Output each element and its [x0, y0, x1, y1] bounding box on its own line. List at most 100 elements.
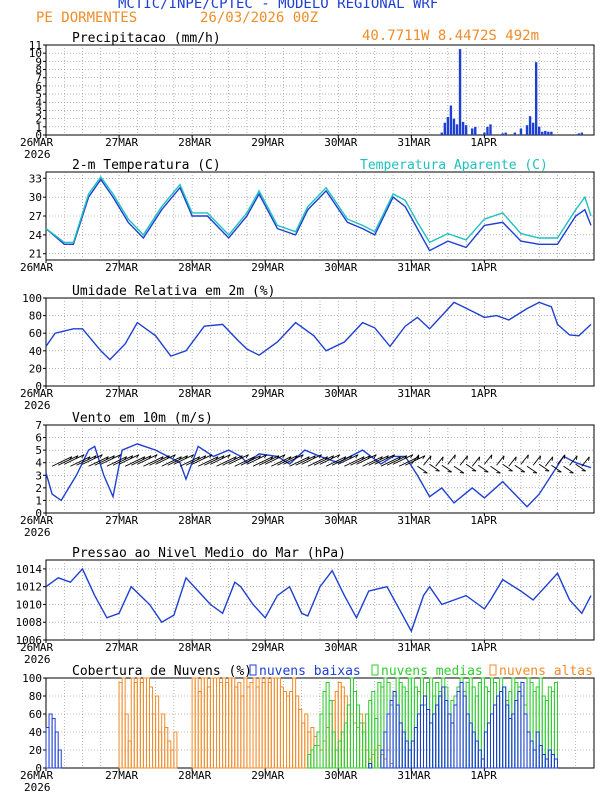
- xtick-label-temp: 29MAR: [251, 261, 284, 274]
- wind-arrow: [471, 456, 481, 467]
- cloud-bar-low: [57, 749, 62, 769]
- ytick-label-pressure: 1010: [16, 598, 43, 611]
- precip-bar: [531, 122, 535, 135]
- wind-arrow: [94, 455, 115, 466]
- ytick-label-rh: 40: [29, 345, 42, 358]
- xtick-label-precip: 27MAR: [105, 136, 138, 149]
- ytick-label-precip: 4: [35, 96, 42, 109]
- wind-arrow: [569, 455, 578, 466]
- wind-arrow: [447, 454, 456, 465]
- ytick-label-wind: 3: [35, 469, 42, 482]
- precip-bar: [525, 125, 529, 135]
- wind-arrow: [265, 454, 286, 465]
- xtick-label-pressure: 27MAR: [105, 641, 138, 654]
- precip-bar: [550, 131, 553, 135]
- ytick-label-clouds: 60: [29, 708, 42, 721]
- xtick-label-precip: 31MAR: [397, 136, 430, 149]
- cloud-legend-label: nuvens medias: [381, 664, 483, 679]
- xtick-label-clouds: 27MAR: [105, 769, 138, 782]
- wind-arrow-head: [117, 454, 121, 459]
- xtick-label-wind: 28MAR: [178, 514, 211, 527]
- wind-arrow-head: [190, 454, 195, 459]
- wind-arrow: [252, 456, 274, 467]
- ytick-label-rh: 60: [29, 327, 42, 340]
- cloud-legend-label: nuvens altas: [499, 664, 593, 679]
- cloud-legend-swatch: [371, 664, 379, 676]
- xtick-label-pressure: 29MAR: [251, 641, 284, 654]
- precip-bar: [541, 131, 544, 135]
- wind-arrow: [289, 456, 310, 467]
- xtick-label-precip: 29MAR: [251, 136, 284, 149]
- wind-arrow-head: [588, 456, 590, 461]
- wind-arrow-head: [551, 456, 554, 461]
- precip-bar: [519, 128, 523, 135]
- wind-arrow: [204, 455, 225, 466]
- wind-arrow: [496, 455, 505, 466]
- ytick-label-precip: 6: [35, 80, 42, 93]
- wind-arrow-head: [227, 454, 231, 459]
- wind-arrow-head: [337, 454, 341, 459]
- precip-bar: [580, 132, 584, 135]
- wind-arrow: [435, 456, 444, 467]
- series-line-temp-0: [45, 178, 592, 252]
- wind-arrow: [191, 454, 213, 465]
- wind-arrow-head: [264, 454, 268, 459]
- wind-arrow: [319, 454, 341, 465]
- xtick-label-rh: 29MAR: [251, 387, 284, 400]
- wind-arrow-head: [81, 454, 85, 459]
- xtick-label-precip: 28MAR: [178, 136, 211, 149]
- cloud-bar-low: [553, 758, 558, 769]
- precip-bar: [486, 126, 489, 135]
- wind-arrow-head: [454, 454, 456, 459]
- ytick-label-wind: 6: [35, 432, 42, 445]
- wind-arrow: [459, 455, 468, 466]
- xtick-label-wind: 29MAR: [251, 514, 284, 527]
- precip-bar: [449, 105, 453, 135]
- wind-arrow: [76, 455, 97, 466]
- xtick-label-precip: 1APR: [470, 136, 497, 149]
- xtick-label-pressure: 26MAR: [20, 641, 53, 654]
- wind-arrow: [295, 455, 316, 466]
- wind-arrow-head: [318, 454, 322, 459]
- wind-arrow: [112, 455, 133, 466]
- wind-arrow: [118, 454, 140, 465]
- wind-arrow-head: [154, 454, 158, 459]
- panel-title-pressure: Pressao ao Nivel Medio do Mar (hPa): [72, 546, 346, 561]
- wind-arrow: [51, 456, 73, 467]
- xtick-label-clouds: 1APR: [470, 769, 497, 782]
- header-title: MCTIC/INPE/CPTEC - MODELO REGIONAL WRF: [118, 0, 439, 12]
- cloud-bar-high: [173, 731, 178, 769]
- xtick-label-rh: 26MAR: [20, 387, 53, 400]
- ytick-label-pressure: 1014: [16, 563, 43, 576]
- precip-bar: [443, 122, 447, 135]
- ytick-label-precip: 0: [35, 129, 42, 142]
- wind-arrow: [149, 455, 170, 466]
- wind-arrow-head: [515, 456, 517, 461]
- year-label-rh: 2026: [24, 399, 51, 412]
- precip-bar: [577, 133, 580, 135]
- ytick-label-clouds: 80: [29, 690, 42, 703]
- wind-arrow-head: [466, 455, 468, 460]
- wind-arrow: [240, 455, 261, 466]
- xtick-label-rh: 1APR: [470, 387, 497, 400]
- wind-arrow-head: [490, 454, 493, 459]
- ytick-label-temp: 21: [29, 248, 42, 261]
- precip-bar: [440, 132, 443, 135]
- wind-arrow: [301, 454, 322, 465]
- wind-arrow: [532, 455, 541, 466]
- xtick-label-temp: 28MAR: [178, 261, 211, 274]
- wind-arrow: [155, 454, 176, 465]
- year-label-clouds: 2026: [24, 781, 51, 792]
- xtick-label-pressure: 1APR: [470, 641, 497, 654]
- xtick-label-rh: 31MAR: [397, 387, 430, 400]
- wind-arrow: [234, 456, 255, 467]
- header-run: 26/03/2026 00Z: [200, 10, 319, 26]
- wind-arrow-head: [355, 454, 359, 459]
- wind-arrow: [362, 456, 383, 467]
- wind-arrow-head: [245, 454, 249, 459]
- ytick-label-precip: 8: [35, 64, 42, 77]
- panel-title-precip: Precipitacao (mm/h): [72, 31, 221, 46]
- precip-bar: [504, 132, 507, 135]
- wind-arrow: [198, 456, 219, 467]
